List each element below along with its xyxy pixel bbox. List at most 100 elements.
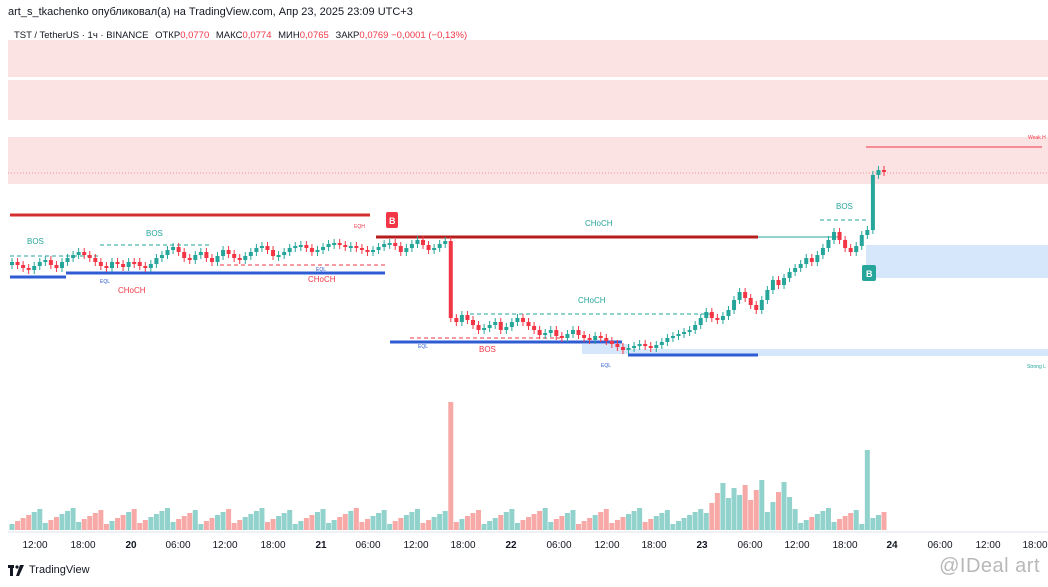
volume-bar: [570, 510, 576, 530]
volume-bar: [576, 524, 582, 530]
buy-badge[interactable]: [862, 265, 876, 281]
candle: [509, 322, 514, 327]
volume-bar: [298, 521, 304, 530]
volume-bar: [331, 520, 337, 530]
candle: [376, 247, 381, 250]
candle: [776, 280, 781, 285]
eql-label-3: EQL: [418, 344, 428, 350]
time-axis-label: 12:00: [22, 540, 47, 551]
candle: [604, 338, 609, 341]
volume-bar: [70, 508, 76, 530]
volume-bar: [559, 516, 565, 530]
time-axis-label: 06:00: [927, 540, 952, 551]
volume-bar: [381, 510, 387, 530]
time-axis-label: 24: [886, 540, 898, 551]
volume-bar: [220, 512, 226, 530]
candle: [371, 250, 376, 252]
volume-bar: [631, 511, 637, 530]
volume-bar: [881, 512, 887, 530]
volume-bar: [37, 509, 43, 530]
volume-bar: [309, 515, 315, 530]
candle: [226, 250, 231, 254]
volume-bar: [370, 516, 376, 530]
candle: [104, 266, 109, 268]
choch-label-1: CHoCH: [118, 286, 146, 295]
candle: [665, 338, 670, 342]
candle: [254, 248, 259, 252]
time-axis-label: 22: [505, 540, 517, 551]
candle: [582, 335, 587, 338]
candle: [537, 330, 542, 335]
volume-bar: [326, 523, 332, 530]
footer-brand[interactable]: TradingView: [29, 564, 90, 576]
candle: [732, 300, 737, 310]
candle: [76, 252, 81, 255]
candle: [487, 325, 492, 328]
candle: [187, 258, 192, 260]
time-axis-label: 18:00: [832, 540, 857, 551]
volume-bar: [581, 521, 587, 530]
candle: [259, 246, 264, 248]
candle: [37, 262, 42, 266]
volume-bar: [409, 512, 415, 530]
volume-bar: [653, 516, 659, 530]
candle: [854, 246, 859, 252]
candle: [520, 318, 525, 322]
candle: [415, 240, 420, 244]
candle: [276, 255, 281, 257]
volume-bar: [498, 515, 504, 530]
candle: [782, 278, 787, 285]
volume-bar: [42, 523, 48, 530]
candle: [526, 322, 531, 326]
volume-bar: [598, 512, 604, 530]
candle: [837, 232, 842, 240]
sell-badge[interactable]: [386, 212, 398, 228]
candle: [654, 345, 659, 348]
volume-bar: [775, 492, 781, 530]
candle: [243, 256, 248, 260]
candle: [248, 252, 253, 256]
volume-bar: [487, 521, 493, 530]
supply-zone-1: [8, 40, 1048, 77]
candle: [443, 241, 448, 244]
time-axis[interactable]: 12:00 18:00 20 06:00 12:00 18:00 21 06:00 12:00 1…: [22, 540, 1047, 551]
volume-bar: [587, 518, 593, 530]
volume-bar: [342, 514, 348, 530]
symbol-name[interactable]: TST / TetherUS · 1ч · BINANCE: [14, 30, 149, 41]
time-axis-label: 23: [696, 540, 708, 551]
volume-bar: [648, 519, 654, 530]
candle: [720, 316, 725, 320]
time-axis-label: 18:00: [1022, 540, 1047, 551]
volume-bar: [742, 485, 748, 530]
volume-bar: [542, 508, 548, 530]
volume-bar: [787, 497, 793, 530]
volume-bar: [809, 517, 815, 530]
close-value: 0,0769: [359, 30, 389, 41]
volume-bar: [281, 513, 287, 530]
candle: [709, 312, 714, 318]
volume-bar: [637, 508, 643, 530]
candle: [132, 262, 137, 264]
candle: [359, 248, 364, 250]
volume-bar: [664, 510, 670, 530]
candle: [637, 344, 642, 346]
weak-high-label: Weak H: [1028, 135, 1046, 141]
volume-bar: [203, 521, 209, 530]
candle: [421, 240, 426, 245]
eql-label-2: EQL: [316, 267, 326, 273]
candle: [382, 244, 387, 247]
volume-bar: [714, 493, 720, 530]
candle: [159, 255, 164, 258]
candle: [154, 258, 159, 264]
candle: [293, 246, 298, 248]
volume-bar: [537, 511, 543, 530]
candle: [65, 258, 70, 262]
change-value: −0,0001 (−0,13%): [391, 30, 468, 41]
volume-bar: [859, 524, 865, 530]
volume-bar: [481, 524, 487, 530]
high-value: 0,0774: [242, 30, 272, 41]
volume-bar: [231, 523, 237, 530]
demand-zone-low: [630, 349, 1048, 356]
volume-bar: [215, 515, 221, 530]
